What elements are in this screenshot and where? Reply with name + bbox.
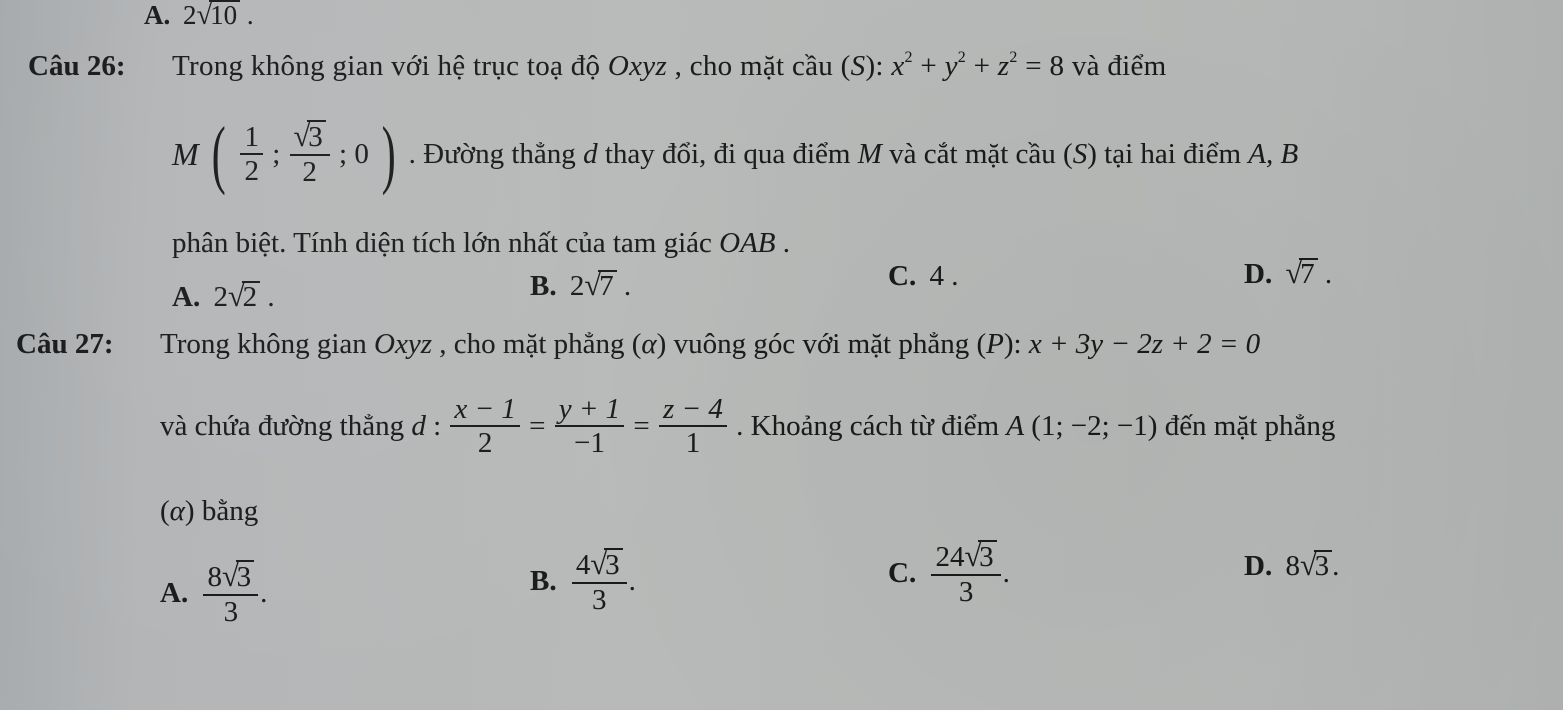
q27-frac3: z − 4 1: [659, 394, 727, 459]
q27-choice-c: C. 24√3 3 .: [888, 540, 1010, 607]
q27-choice-a: A. 8√3 3 .: [160, 560, 267, 627]
q26-z: z: [998, 50, 1010, 82]
q27-alpha2: (α): [160, 495, 195, 527]
q26-t2: , cho mặt cầu: [675, 50, 841, 82]
q27-b-frac: 4√3 3: [572, 548, 627, 615]
q26-M: M: [172, 136, 199, 172]
q26-stem-line2: M ( 1 2 ; √3 2 ; 0 ) . Đường thẳng d tha…: [172, 120, 1298, 196]
q26-x: x: [891, 50, 904, 82]
q26-l3a: phân biệt. Tính diện tích lớn nhất của t…: [172, 227, 719, 259]
q26-t3: và điểm: [1072, 50, 1167, 82]
q27-alpha: (α): [632, 328, 667, 360]
q27-frac2: y + 1 −1: [555, 394, 624, 459]
q27-frac1: x − 1 2: [450, 394, 519, 459]
q27-label: Câu 27:: [16, 330, 113, 359]
q26-b-lbl: B.: [530, 270, 557, 302]
q27-label-text: Câu 27:: [16, 328, 113, 360]
q27-c-frac: 24√3 3: [931, 540, 1000, 607]
q26-choice-d: D. √7 .: [1244, 258, 1332, 289]
q26-l2-tail: . Đường thẳng d thay đổi, đi qua điểm M …: [409, 138, 1299, 170]
q26-choice-b: B. 2√7 .: [530, 270, 631, 301]
q26-stem-line3: phân biệt. Tính diện tích lớn nhất của t…: [172, 229, 790, 258]
q26-paren-open: (: [212, 116, 226, 192]
q27-stem-line3: (α) bằng: [160, 497, 258, 526]
q26-OAB: OAB: [719, 227, 775, 259]
q26-frac2: √3 2: [290, 120, 330, 187]
q26-sphere-S: (S): [841, 50, 876, 82]
q27-a-frac: 8√3 3: [203, 560, 258, 627]
q26-d-lbl: D.: [1244, 258, 1272, 290]
q26-c-lbl: C.: [888, 260, 916, 292]
prev-choice-a: A. 2√10 .: [144, 0, 254, 30]
q26-paren-close: ): [382, 116, 396, 192]
q26-t1: Trong không gian với hệ trục toạ độ: [172, 50, 608, 82]
q26-zero: 0: [354, 138, 369, 170]
q27-choice-d: D. 8√3.: [1244, 550, 1339, 581]
q27-b-lbl: B.: [530, 565, 557, 597]
q27-P: (P): [976, 328, 1013, 360]
q26-frac1: 1 2: [240, 122, 263, 187]
q27-A-coords: (1; −2; −1): [1031, 410, 1157, 442]
prev-choice-a-value: 2√10 .: [183, 0, 254, 30]
q27-stem-line1: Trong không gian Oxyz , cho mặt phẳng (α…: [160, 330, 1260, 359]
q26-rhs: 8: [1049, 50, 1064, 82]
exam-page: A. 2√10 . Câu 26: Trong không gian với h…: [0, 0, 1563, 710]
q27-a-lbl: A.: [160, 577, 188, 609]
q26-a-lbl: A.: [172, 281, 200, 313]
prev-choice-a-label: A.: [144, 0, 170, 30]
q27-stem-line2: và chứa đường thẳng d : x − 1 2 = y + 1 …: [160, 394, 1335, 459]
q26-stem-line1: Trong không gian với hệ trục toạ độ Oxyz…: [172, 52, 1167, 81]
q26-oxyz: Oxyz: [608, 50, 667, 82]
q26-y: y: [945, 50, 958, 82]
q27-d-lbl: D.: [1244, 550, 1272, 582]
q27-plane-eq: x + 3y − 2z + 2 = 0: [1029, 328, 1260, 360]
q26-label-text: Câu 26:: [28, 50, 125, 82]
q26-choice-a: A. 2√2 .: [172, 281, 275, 312]
q26-label: Câu 26:: [28, 52, 125, 81]
q27-c-lbl: C.: [888, 557, 916, 589]
q27-choice-b: B. 4√3 3 .: [530, 548, 636, 615]
q26-choice-c: C. 4 .: [888, 262, 958, 291]
